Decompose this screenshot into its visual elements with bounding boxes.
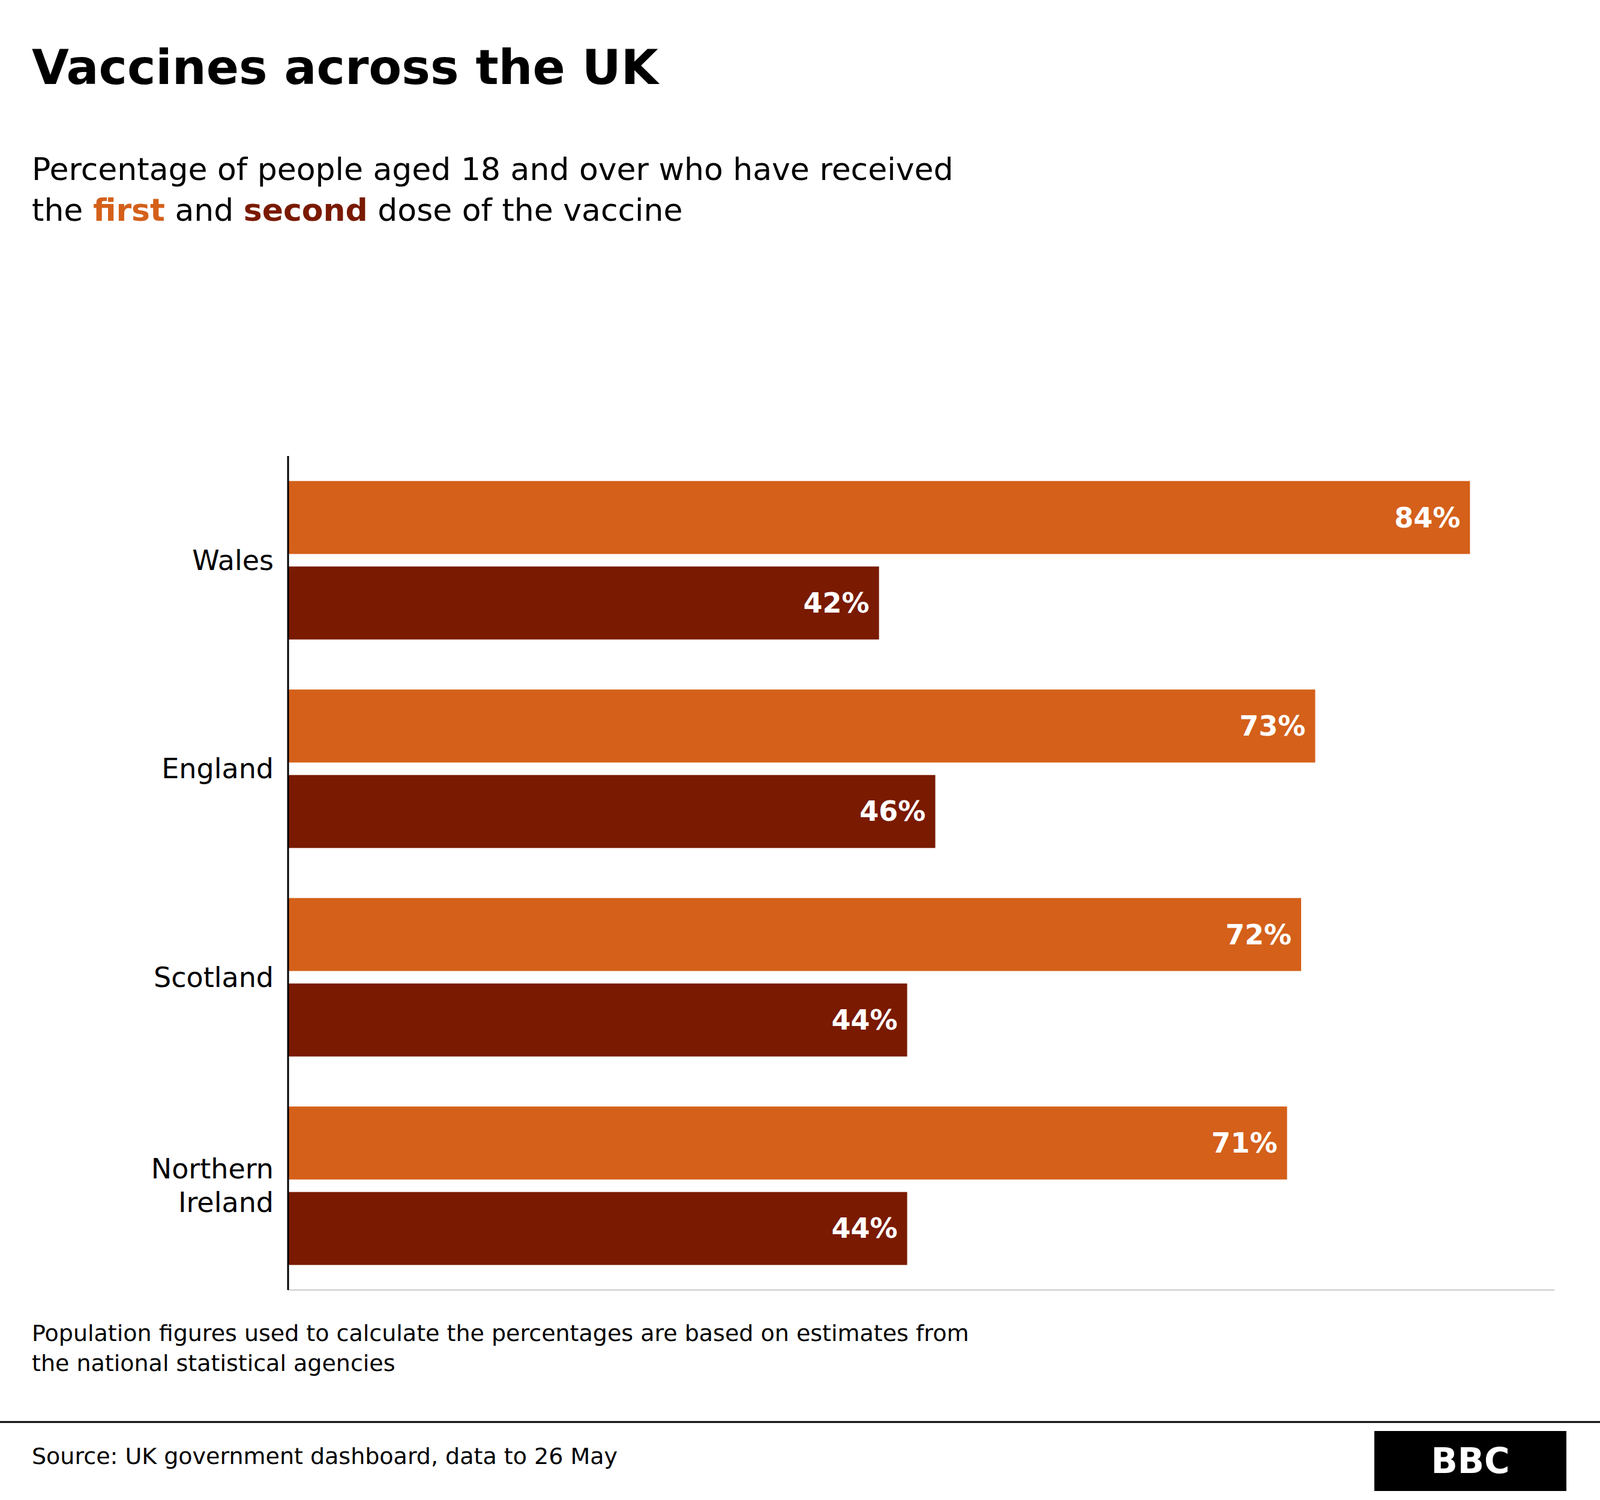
data-label: 44%: [831, 1004, 898, 1037]
logo-box: [1374, 1431, 1567, 1492]
subtitle-text: Percentage of people aged 18 and over wh…: [31, 151, 954, 188]
data-label: 84%: [1394, 501, 1461, 535]
source: Source: UK government dashboard, data to…: [31, 1443, 618, 1470]
subtitle-text: the: [31, 192, 94, 229]
subtitle: Percentage of people aged 18 and over wh…: [31, 151, 954, 188]
note: Population figures used to calculate the…: [31, 1320, 969, 1347]
title: Vaccines across the UK: [31, 39, 661, 96]
bar: [288, 1106, 1288, 1180]
y-tick-label: NorthernIreland: [151, 1152, 274, 1219]
y-tick-label-line: Wales: [192, 544, 274, 577]
data-label: 44%: [831, 1212, 898, 1245]
logo: BBC: [1431, 1440, 1510, 1482]
note: the national statistical agencies: [31, 1350, 396, 1377]
legend-entry: first: [93, 192, 166, 229]
background: [0, 0, 1600, 1500]
data-label: 71%: [1211, 1127, 1278, 1160]
data-label: 46%: [859, 795, 926, 828]
bar: [288, 481, 1470, 555]
data-label: 73%: [1239, 709, 1306, 743]
bar: [288, 689, 1315, 763]
subtitle-text: dose of the vaccine: [367, 192, 683, 229]
bar: [288, 898, 1302, 972]
y-tick-label: Scotland: [153, 961, 274, 994]
data-labels: 84% 42% 73% 46% 72% 44% 71% 44%: [803, 501, 1461, 1246]
bar: [288, 566, 880, 640]
subtitle-text: and: [165, 192, 244, 229]
data-label: 42%: [803, 586, 870, 620]
y-tick-label-line: Northern: [151, 1152, 274, 1186]
y-tick-label-line: England: [161, 752, 274, 785]
legend-entry: second: [243, 192, 368, 229]
chart: Vaccines across the UK Percentage of peop…: [0, 0, 1600, 1500]
data-label: 72%: [1225, 918, 1292, 952]
x-axis-line: [288, 1289, 1555, 1291]
bar: [288, 983, 908, 1057]
y-tick-label-line: Scotland: [153, 961, 274, 994]
separator: [0, 1421, 1600, 1424]
bars: [288, 481, 1470, 1266]
bar: [288, 775, 936, 849]
y-tick-label-line: Ireland: [178, 1186, 274, 1219]
y-axis-line: [287, 456, 290, 1291]
y-tick-label: Wales: [192, 544, 274, 577]
y-tick-label: England: [161, 752, 274, 785]
bar: [288, 1192, 908, 1266]
subtitle: the first and second dose of the vaccine: [31, 192, 683, 229]
